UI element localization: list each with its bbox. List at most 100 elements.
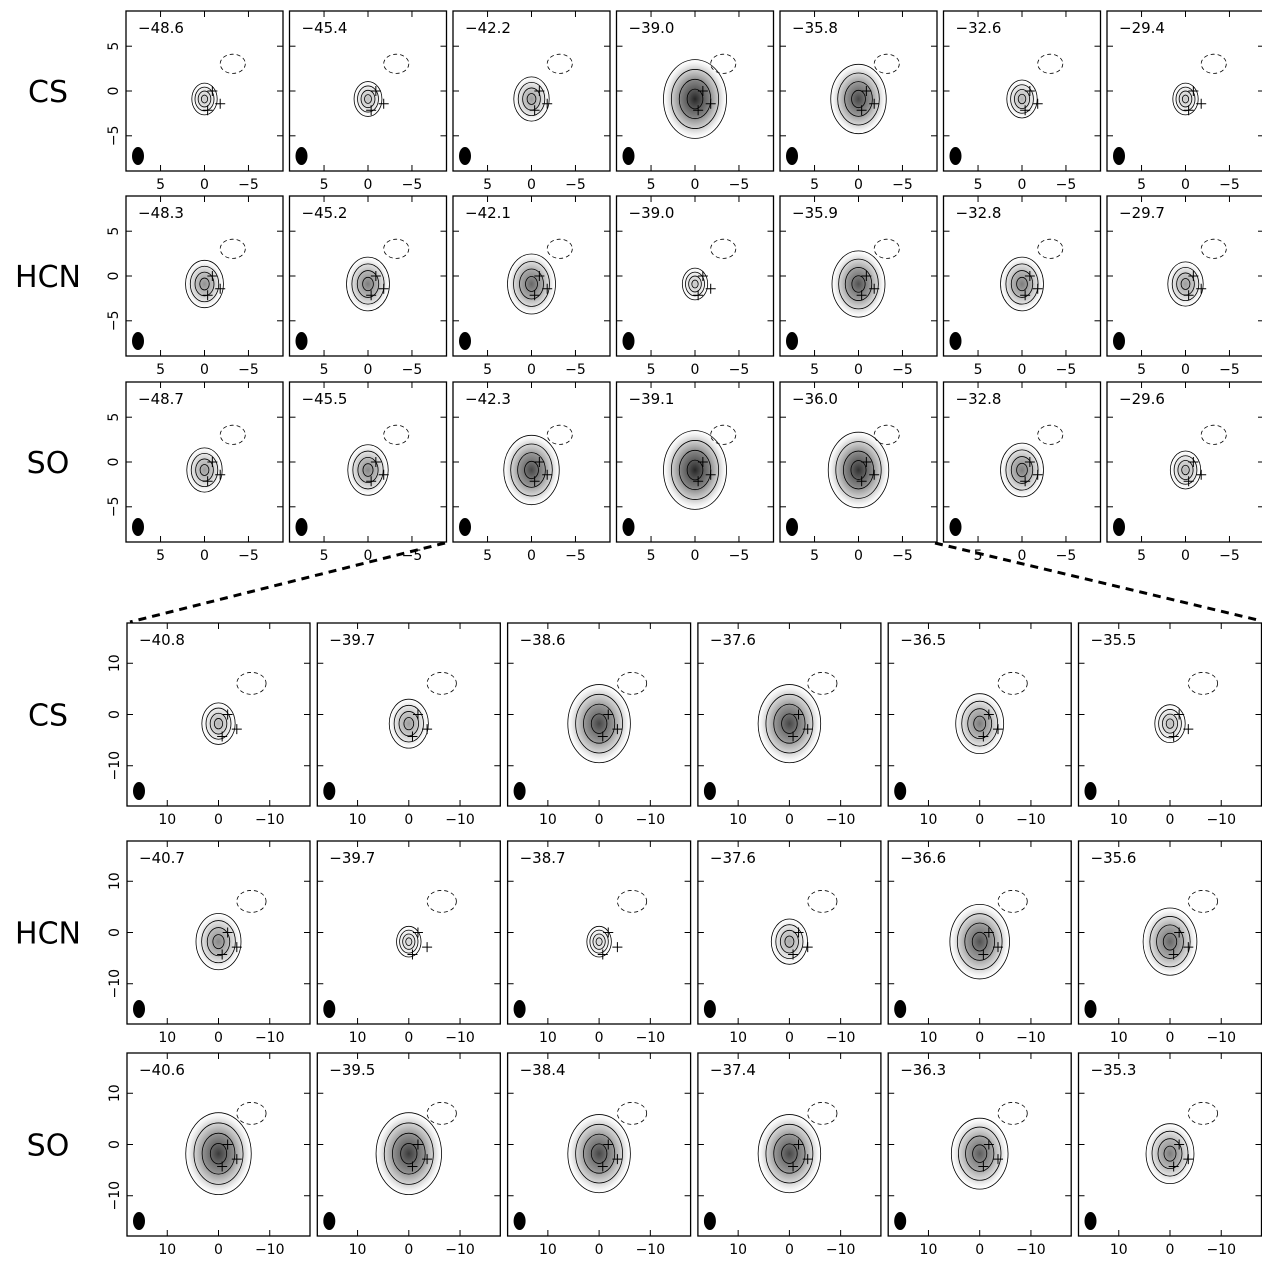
beam-ellipse	[786, 518, 798, 536]
source-cross-marker	[1183, 724, 1194, 735]
x-tick-label: 0	[200, 177, 209, 193]
contour-line	[956, 913, 1003, 971]
negative-contour	[616, 890, 648, 913]
contour-line	[691, 279, 699, 289]
source-cross-marker	[993, 724, 1003, 735]
source-cross-marker	[422, 942, 433, 953]
x-tick-label: −10	[255, 1242, 285, 1258]
beam-ellipse	[703, 782, 716, 800]
emission-region	[567, 684, 631, 763]
source-cross-marker	[217, 949, 228, 960]
channel-panel: −38.6 10 0 −10	[506, 622, 692, 828]
contour-line	[1154, 704, 1186, 744]
source-cross-marker	[993, 1154, 1003, 1165]
beam-ellipse	[1113, 332, 1125, 350]
source-cross-marker	[378, 283, 389, 294]
source-cross-marker	[1183, 942, 1194, 953]
negative-contour	[219, 53, 246, 74]
source-cross-marker	[1020, 476, 1031, 487]
source-cross-marker	[370, 86, 381, 96]
x-tick-label: −10	[1206, 1242, 1236, 1258]
contour-line	[360, 89, 376, 109]
emission-region	[346, 257, 390, 311]
source-cross-marker	[222, 709, 233, 720]
contour-line	[199, 277, 210, 291]
beam-ellipse	[949, 147, 962, 165]
source-cross-marker	[202, 476, 213, 487]
beam-ellipse	[513, 1000, 526, 1018]
x-tick-label: −5	[1219, 362, 1240, 378]
velocity-label: −36.3	[900, 1061, 946, 1079]
velocity-label: −35.6	[1091, 849, 1137, 867]
beam-ellipse	[622, 147, 635, 165]
negative-contour	[1037, 238, 1064, 259]
source-cross-marker	[597, 949, 608, 960]
channel-panel: −40.6 10 0 −10 10 0 −10	[107, 1052, 311, 1258]
contour-line	[513, 261, 550, 307]
velocity-label: −39.0	[629, 19, 675, 37]
x-tick-label: −5	[892, 177, 913, 193]
source-cross-marker	[983, 709, 994, 720]
velocity-label: −35.3	[1091, 1061, 1137, 1079]
contour-line	[364, 94, 372, 104]
y-tick-label: 0	[106, 272, 122, 281]
x-tick-label: 10	[349, 812, 367, 828]
y-tick-label: 0	[107, 928, 123, 937]
contour-line	[589, 929, 609, 954]
emission-region	[828, 432, 889, 508]
source-cross-marker	[231, 724, 242, 735]
source-cross-marker	[856, 290, 867, 301]
y-tick-label: 10	[107, 1084, 123, 1102]
velocity-label: −40.7	[139, 849, 185, 867]
negative-contour	[219, 424, 246, 445]
beam-ellipse	[786, 332, 798, 350]
source-cross-marker	[693, 476, 704, 487]
source-cross-marker	[993, 942, 1003, 953]
source-cross-marker	[788, 1161, 799, 1172]
source-cross-marker	[407, 731, 418, 742]
contour-line	[209, 1143, 228, 1165]
source-cross-marker	[802, 1154, 813, 1165]
negative-contour	[236, 890, 267, 913]
negative-contour	[1200, 53, 1227, 74]
x-tick-label: 10	[1110, 1242, 1128, 1258]
beam-ellipse	[132, 332, 144, 350]
source-cross-marker	[422, 724, 433, 735]
source-cross-marker	[529, 105, 540, 116]
source-cross-marker	[207, 86, 218, 96]
negative-contour	[997, 672, 1028, 695]
x-tick-label: 10	[920, 1242, 938, 1258]
contour-line	[1142, 907, 1198, 976]
source-cross-marker	[869, 98, 880, 109]
velocity-label: −40.8	[139, 631, 185, 649]
zoom-connector-left	[129, 541, 446, 624]
velocity-label: −40.6	[139, 1061, 185, 1079]
contour-line	[201, 920, 236, 964]
beam-ellipse	[513, 782, 526, 800]
top-channel-grid: CS −48.6 5 0 −5 5 0 −5 −45.4 5 0 −5 −42.2 5 0 −5 −39.0 5 0…	[15, 10, 1262, 564]
source-cross-marker	[215, 469, 226, 480]
x-tick-label: 5	[320, 548, 329, 564]
source-cross-marker	[542, 469, 553, 480]
velocity-label: −36.6	[900, 849, 946, 867]
negative-contour	[710, 238, 737, 259]
channel-panel: −36.3 10 0 −10	[887, 1052, 1072, 1258]
source-cross-marker	[1188, 86, 1199, 96]
velocity-label: −35.9	[792, 204, 838, 222]
beam-ellipse	[295, 518, 308, 536]
contour-line	[503, 434, 560, 506]
velocity-label: −37.6	[710, 849, 756, 867]
contour-line	[1163, 1145, 1177, 1162]
contour-line	[513, 76, 550, 122]
contour-line	[1000, 442, 1044, 498]
channel-panel: −40.7 10 0 −10 10 0 −10	[107, 840, 311, 1046]
emission-region	[201, 702, 236, 745]
contour-line	[1169, 450, 1202, 490]
x-tick-label: 0	[595, 812, 604, 828]
source-cross-marker	[1174, 927, 1185, 938]
contour-line	[194, 86, 215, 112]
x-tick-label: 5	[156, 362, 165, 378]
contour-line	[510, 443, 553, 497]
negative-contour	[426, 672, 457, 695]
channel-panel: −42.2 5 0 −5	[452, 10, 611, 193]
